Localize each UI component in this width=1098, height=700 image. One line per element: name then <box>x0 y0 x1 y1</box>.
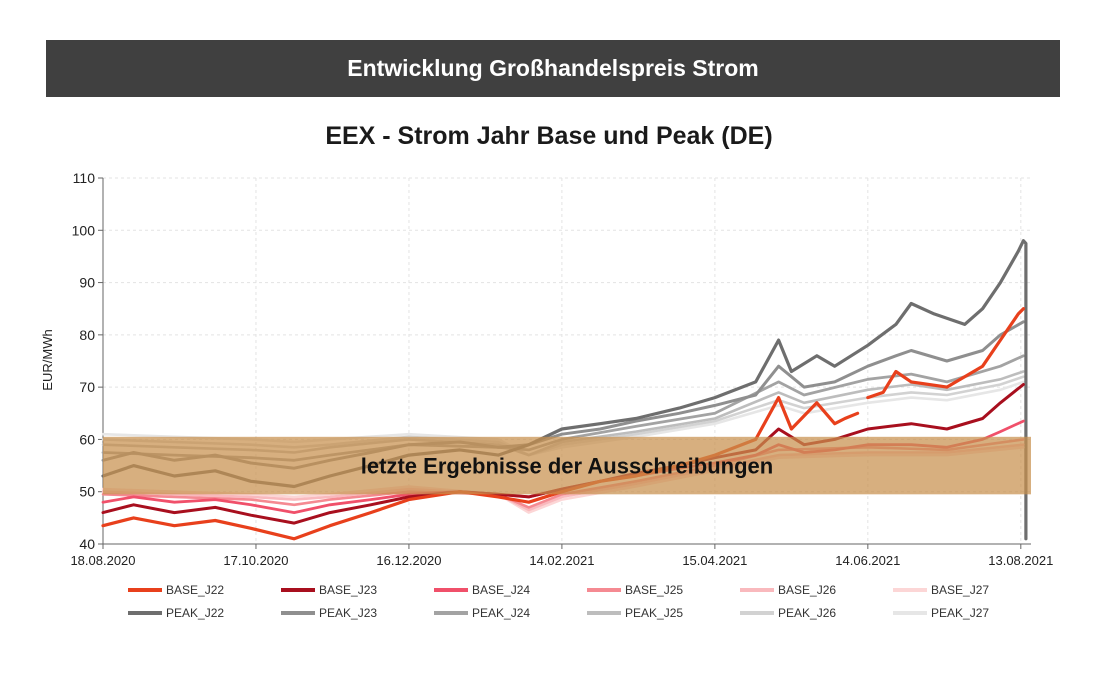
legend-label: BASE_J27 <box>931 582 990 597</box>
legend-swatch <box>434 587 468 592</box>
chart-legend: BASE_J22 BASE_J23 BASE_J24 BASE_J25 BASE_J26… <box>128 578 1048 624</box>
band-label: letzte Ergebnisse der Ausschreibungen <box>361 454 773 479</box>
y-tick-label: 70 <box>79 379 95 395</box>
legend-label: PEAK_J23 <box>319 605 378 620</box>
series-line-base-j22 <box>866 307 1026 400</box>
x-tick-label: 13.08.2021 <box>988 553 1053 568</box>
banner-title: Entwicklung Großhandelspreis Strom <box>46 40 1060 97</box>
tender-results-band: letzte Ergebnisse der Ausschreibungen <box>103 436 1031 495</box>
band-rect <box>103 436 1031 495</box>
legend-swatch <box>128 610 162 615</box>
legend-swatch <box>128 587 162 592</box>
legend-label: BASE_J22 <box>166 582 225 597</box>
legend-swatch <box>587 610 621 615</box>
legend-item: PEAK_J25 <box>587 606 740 620</box>
legend-swatch <box>893 610 927 615</box>
legend-swatch <box>587 587 621 592</box>
legend-label: BASE_J23 <box>319 582 378 597</box>
y-tick-label: 110 <box>73 170 96 186</box>
legend-item: PEAK_J23 <box>281 606 434 620</box>
y-tick-label: 100 <box>72 222 96 238</box>
y-tick-label: 90 <box>79 275 95 291</box>
legend-row: PEAK_J22 PEAK_J23 PEAK_J24 PEAK_J25 PEAK_J26… <box>128 601 1048 624</box>
legend-swatch <box>281 587 315 592</box>
legend-swatch <box>893 587 927 592</box>
series-line-base-j22 <box>101 396 860 541</box>
legend-item: PEAK_J22 <box>128 606 281 620</box>
legend-label: BASE_J24 <box>472 582 531 597</box>
axes: 40 50 60 70 80 90 100 110 18.08.2020 17.10.2020 16… <box>70 170 1053 568</box>
legend-item: BASE_J24 <box>434 583 587 597</box>
legend-item: BASE_J23 <box>281 583 434 597</box>
legend-label: PEAK_J26 <box>778 605 837 620</box>
y-tick-label: 40 <box>79 536 95 552</box>
legend-row: BASE_J22 BASE_J23 BASE_J24 BASE_J25 BASE_J26… <box>128 578 1048 601</box>
x-tick-label: 18.08.2020 <box>70 553 135 568</box>
legend-item: BASE_J22 <box>128 583 281 597</box>
x-tick-label: 16.12.2020 <box>376 553 441 568</box>
legend-label: BASE_J26 <box>778 582 837 597</box>
x-tick-label: 14.06.2021 <box>835 553 900 568</box>
legend-item: PEAK_J27 <box>893 606 1046 620</box>
legend-item: BASE_J27 <box>893 583 1046 597</box>
y-tick-label: 80 <box>79 327 95 343</box>
legend-swatch <box>434 610 468 615</box>
x-tick-label: 17.10.2020 <box>223 553 288 568</box>
y-tick-label: 50 <box>79 484 95 500</box>
legend-swatch <box>281 610 315 615</box>
legend-item: PEAK_J24 <box>434 606 587 620</box>
y-tick-label: 60 <box>79 431 95 447</box>
x-tick-label: 15.04.2021 <box>682 553 747 568</box>
legend-item: BASE_J26 <box>740 583 893 597</box>
y-axis-label: EUR/MWh <box>40 329 55 390</box>
chart-title: EEX - Strom Jahr Base und Peak (DE) <box>325 122 773 150</box>
legend-item: PEAK_J26 <box>740 606 893 620</box>
legend-label: BASE_J25 <box>625 582 684 597</box>
legend-swatch <box>740 587 774 592</box>
legend-label: PEAK_J25 <box>625 605 684 620</box>
x-tick-label: 14.02.2021 <box>529 553 594 568</box>
legend-label: PEAK_J24 <box>472 605 531 620</box>
legend-label: PEAK_J22 <box>166 605 225 620</box>
legend-label: PEAK_J27 <box>931 605 990 620</box>
legend-swatch <box>740 610 774 615</box>
legend-item: BASE_J25 <box>587 583 740 597</box>
